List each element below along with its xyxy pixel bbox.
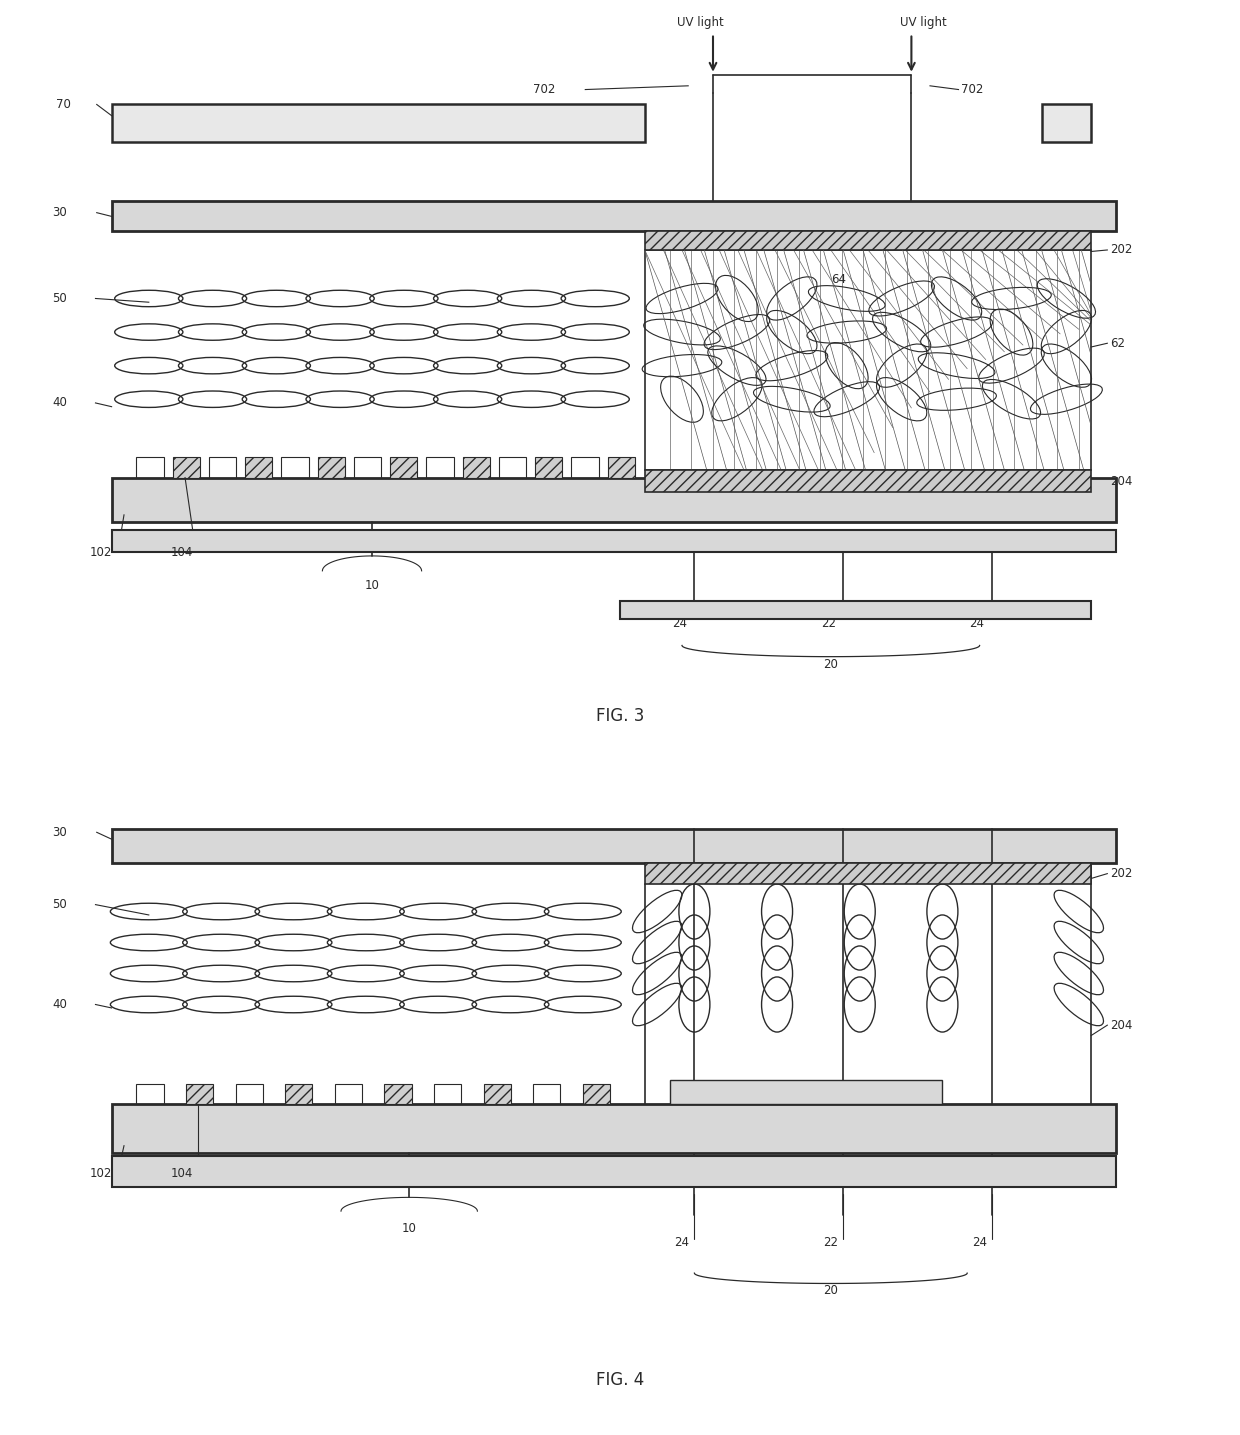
Text: FIG. 4: FIG. 4 xyxy=(596,1370,644,1389)
Text: 702: 702 xyxy=(961,83,983,96)
Bar xyxy=(484,1083,511,1105)
Text: 104: 104 xyxy=(171,545,193,558)
Bar xyxy=(335,1083,362,1105)
Text: 22: 22 xyxy=(823,1236,838,1248)
Bar xyxy=(112,478,1116,522)
Bar xyxy=(608,456,635,478)
Text: 40: 40 xyxy=(52,997,67,1012)
Bar xyxy=(208,456,236,478)
Text: 104: 104 xyxy=(171,1167,193,1180)
Text: 40: 40 xyxy=(52,396,67,409)
Bar xyxy=(670,1081,942,1105)
Bar xyxy=(317,456,345,478)
Text: 30: 30 xyxy=(52,825,67,839)
Bar xyxy=(434,1083,461,1105)
Bar xyxy=(583,1083,610,1105)
Text: 50: 50 xyxy=(52,291,67,306)
Bar xyxy=(112,1157,1116,1187)
Text: 204: 204 xyxy=(1110,1019,1132,1032)
Bar xyxy=(112,530,1116,552)
Bar xyxy=(136,1083,164,1105)
Text: 204: 204 xyxy=(1110,475,1132,488)
Bar xyxy=(533,1083,560,1105)
Bar xyxy=(645,250,1091,471)
Text: 10: 10 xyxy=(402,1221,417,1236)
Bar xyxy=(384,1083,412,1105)
Bar xyxy=(353,456,381,478)
Bar xyxy=(645,864,1091,884)
Text: UV light: UV light xyxy=(677,16,724,29)
Text: 202: 202 xyxy=(1110,867,1132,880)
Bar xyxy=(463,456,490,478)
Bar xyxy=(391,456,418,478)
Bar xyxy=(112,201,1116,231)
Bar xyxy=(572,456,599,478)
Text: 70: 70 xyxy=(56,98,71,110)
Text: 50: 50 xyxy=(52,898,67,911)
Bar xyxy=(186,1083,213,1105)
Bar xyxy=(112,105,645,142)
Bar xyxy=(112,829,1116,864)
Bar xyxy=(285,1083,312,1105)
Text: 20: 20 xyxy=(823,657,838,670)
Text: 102: 102 xyxy=(89,545,112,558)
Text: UV light: UV light xyxy=(900,16,947,29)
Text: 102: 102 xyxy=(89,1167,112,1180)
Bar xyxy=(246,456,273,478)
Text: 702: 702 xyxy=(533,83,556,96)
Text: 64: 64 xyxy=(831,273,846,287)
Text: 24: 24 xyxy=(675,1236,689,1248)
Bar xyxy=(427,456,454,478)
Bar xyxy=(645,471,1091,492)
Bar xyxy=(620,601,1091,620)
Bar xyxy=(236,1083,263,1105)
Text: 62: 62 xyxy=(1110,337,1125,350)
Text: 10: 10 xyxy=(365,580,379,593)
Text: 22: 22 xyxy=(821,617,836,630)
Bar xyxy=(136,456,164,478)
Text: 20: 20 xyxy=(823,1284,838,1297)
Text: 24: 24 xyxy=(972,1236,987,1248)
Bar xyxy=(112,1105,1116,1152)
Text: 202: 202 xyxy=(1110,244,1132,257)
Bar xyxy=(645,231,1091,250)
Bar xyxy=(172,456,200,478)
Text: 30: 30 xyxy=(52,207,67,220)
Bar xyxy=(1042,105,1091,142)
Bar xyxy=(281,456,309,478)
Bar xyxy=(498,456,526,478)
Text: 24: 24 xyxy=(672,617,687,630)
Bar xyxy=(536,456,563,478)
Text: 24: 24 xyxy=(970,617,985,630)
Text: FIG. 3: FIG. 3 xyxy=(595,707,645,725)
